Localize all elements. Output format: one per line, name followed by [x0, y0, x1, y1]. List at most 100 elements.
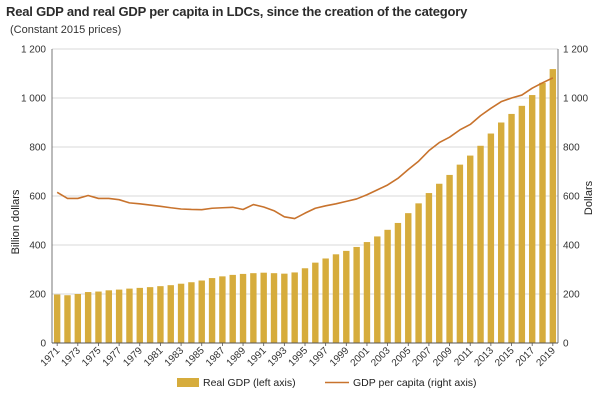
gdp-bar — [312, 262, 319, 343]
gdp-bar — [456, 164, 464, 343]
gdp-bar — [74, 294, 82, 343]
gdp-bar — [353, 246, 360, 343]
gdp-bar — [260, 272, 267, 343]
gdp-bar — [95, 291, 102, 343]
gdp-bar — [518, 105, 526, 343]
gdp-bar — [105, 290, 112, 343]
x-tick-label: 2013 — [472, 345, 496, 369]
gdp-bar — [229, 274, 236, 343]
x-tick-label: 2009 — [431, 345, 455, 369]
x-tick-label: 1997 — [307, 345, 331, 369]
legend: Real GDP (left axis) GDP per capita (rig… — [177, 377, 477, 389]
gdp-bar — [239, 273, 247, 343]
x-tick-label: 2003 — [369, 345, 393, 369]
legend-bar-swatch — [177, 378, 199, 387]
right-y-tick-label: 800 — [563, 143, 580, 154]
gdp-bar — [208, 278, 216, 343]
x-tick-label: 1977 — [101, 345, 125, 369]
gdp-bar — [436, 183, 443, 343]
gdp-bar — [53, 294, 61, 343]
gdp-bar — [477, 145, 484, 343]
gdp-bar — [84, 292, 92, 343]
gdp-bar — [115, 289, 123, 343]
gdp-bar — [528, 95, 536, 343]
gdp-bar — [467, 155, 474, 343]
x-tick-label: 1973 — [59, 345, 83, 369]
left-y-tick-label: 800 — [29, 143, 46, 154]
right-axis-label: Dollars — [583, 180, 595, 215]
gdp-bar — [446, 174, 453, 343]
gdp-bar — [539, 82, 546, 343]
gdp-bars — [53, 69, 557, 344]
gdp-bar — [291, 272, 298, 343]
x-tick-label: 1999 — [328, 345, 352, 369]
x-tick-label: 2001 — [349, 345, 373, 369]
left-y-tick-label: 200 — [29, 290, 46, 301]
left-y-tick-label: 1 000 — [21, 94, 46, 105]
right-y-tick-label: 200 — [563, 290, 580, 301]
x-tick-label: 1987 — [204, 345, 228, 369]
gdp-bar — [508, 113, 515, 344]
gdp-bar — [219, 276, 226, 343]
x-tick-label: 1995 — [287, 345, 311, 369]
left-axis-label: Billion dollars — [10, 189, 22, 254]
x-tick-label: 1991 — [245, 345, 269, 369]
x-tick-label: 2015 — [493, 345, 517, 369]
x-tick-label: 2005 — [390, 345, 414, 369]
left-y-tick-label: 400 — [29, 241, 46, 252]
x-tick-label: 2007 — [411, 345, 435, 369]
x-tick-label: 2017 — [514, 345, 538, 369]
gdp-bar — [198, 280, 205, 343]
x-axis-ticks: 1971197319751977197919811983198519871989… — [39, 343, 558, 369]
gdp-bar — [301, 268, 309, 343]
left-y-tick-label: 600 — [29, 192, 46, 203]
gdp-bar — [415, 203, 422, 343]
right-y-tick-label: 400 — [563, 241, 580, 252]
gdp-bar — [136, 287, 143, 344]
x-tick-label: 2019 — [534, 345, 558, 369]
legend-line-label: GDP per capita (right axis) — [353, 377, 477, 389]
x-tick-label: 1989 — [225, 345, 249, 369]
x-tick-label: 1993 — [266, 345, 290, 369]
gdp-per-capita-line — [56, 77, 554, 220]
x-tick-label: 1983 — [163, 345, 187, 369]
gdp-bar — [487, 133, 495, 343]
gdp-bar — [405, 213, 412, 343]
left-y-tick-label: 0 — [40, 339, 46, 350]
chart-title: Real GDP and real GDP per capita in LDCs… — [6, 4, 468, 19]
gdp-bar — [270, 273, 278, 343]
gdp-bar — [167, 285, 174, 343]
x-tick-label: 1979 — [121, 345, 145, 369]
gdp-bar — [157, 286, 164, 343]
gdp-bar — [332, 254, 340, 343]
gdp-bar — [188, 282, 195, 343]
gdp-bar — [322, 258, 329, 343]
gdp-bar — [343, 250, 350, 343]
right-y-tick-label: 600 — [563, 192, 580, 203]
gdp-bar — [250, 273, 257, 343]
gdp-bar — [374, 236, 381, 343]
right-y-tick-label: 1 000 — [563, 94, 588, 105]
gdp-bar — [394, 222, 402, 343]
right-y-tick-label: 1 200 — [563, 45, 588, 56]
right-axis-ticks: 0 200 400 600 800 1 000 1 200 — [563, 45, 588, 350]
left-axis-ticks: 0 200 400 600 800 1 000 1 200 — [21, 45, 46, 350]
gdp-bar — [425, 193, 433, 343]
gdp-bar — [363, 242, 371, 343]
x-tick-label: 1975 — [80, 345, 104, 369]
gdp-bar — [384, 229, 391, 343]
x-tick-label: 1985 — [183, 345, 207, 369]
chart-subtitle: (Constant 2015 prices) — [10, 24, 122, 36]
x-tick-label: 2011 — [452, 345, 475, 368]
gdp-bar — [549, 69, 557, 343]
gdp-bar — [64, 295, 71, 343]
right-y-tick-label: 0 — [563, 339, 569, 350]
gdp-bar — [126, 288, 133, 343]
legend-bar-label: Real GDP (left axis) — [203, 377, 296, 389]
gdp-bar — [498, 122, 505, 343]
per-capita-line-group — [56, 77, 554, 220]
gdp-bar — [177, 283, 185, 343]
left-y-tick-label: 1 200 — [21, 45, 46, 56]
gdp-bar — [281, 273, 288, 343]
